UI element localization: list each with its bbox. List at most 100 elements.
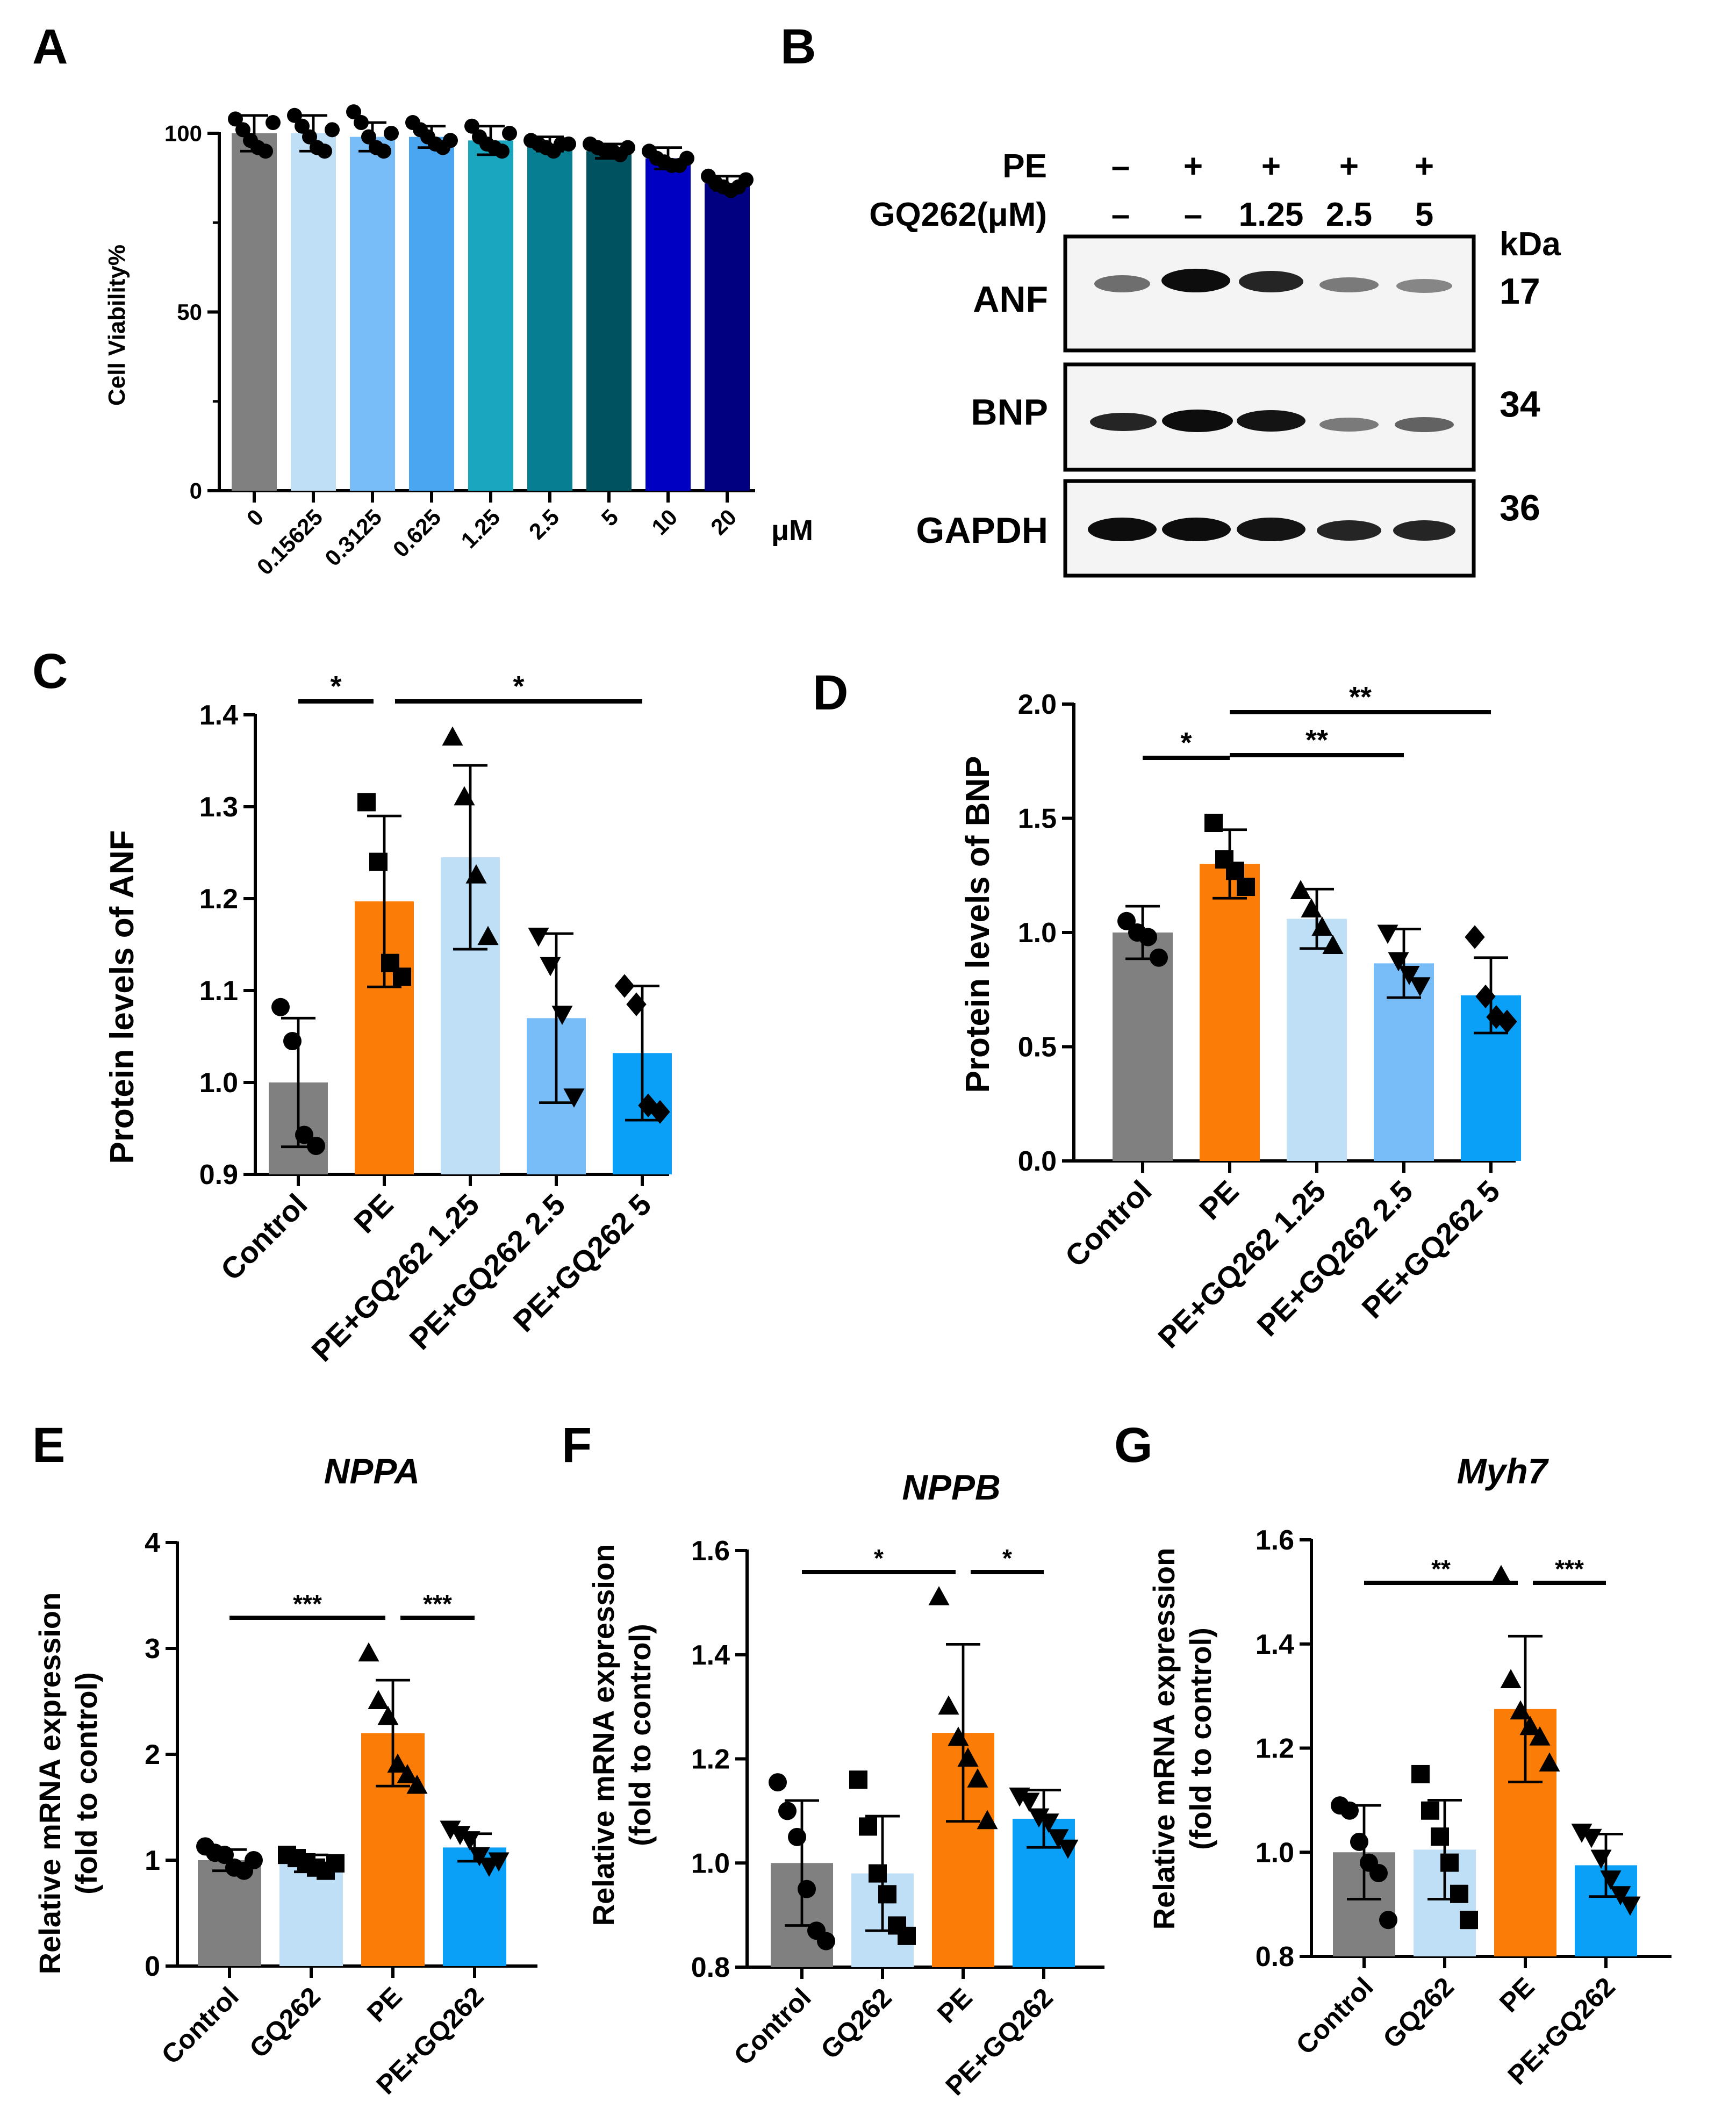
chart-g-point-0-4 — [1369, 1864, 1388, 1882]
chart-a-point-6-5 — [620, 140, 635, 155]
chart-f-ytick-label-2: 1.2 — [691, 1744, 730, 1775]
chart-a-point-1-5 — [325, 122, 340, 138]
chart-c-point-3-0 — [528, 927, 549, 947]
chart-f-title: NPPB — [902, 1467, 1000, 1507]
blot-pe-4: + — [1339, 148, 1359, 185]
chart-a-bar-2 — [350, 137, 395, 491]
chart-a-point-5-5 — [561, 136, 576, 152]
chart-a-ytick-label-2: 100 — [164, 121, 202, 146]
chart-g-point-1-2 — [1431, 1827, 1449, 1846]
chart-f-point-1-3 — [878, 1885, 896, 1904]
chart-c-ylabel: Protein levels of ANF — [104, 830, 141, 1164]
panel-letter-d: D — [813, 665, 848, 720]
blot-pe-1: – — [1111, 148, 1130, 185]
chart-a-bar-7 — [645, 158, 691, 491]
chart-d-bar-2 — [1287, 919, 1347, 1161]
blot-anf-label: ANF — [973, 279, 1048, 320]
chart-g-sig-label-1: *** — [1555, 1555, 1584, 1583]
chart-f-point-2-0 — [928, 1586, 950, 1605]
chart-e-ytick-label-4: 4 — [145, 1527, 160, 1559]
blot-row-label-gq: GQ262(μM) — [869, 196, 1047, 233]
chart-a-bar-6 — [586, 151, 632, 491]
chart-g-point-0-2 — [1350, 1832, 1368, 1851]
chart-g-xlabel-1: GQ262 — [1377, 1971, 1460, 2054]
chart-f-point-1-1 — [859, 1817, 877, 1836]
chart-e-point-2-4 — [397, 1764, 418, 1783]
chart-a-xlabel-5: 2.5 — [524, 504, 564, 544]
chart-f-point-2-4 — [967, 1768, 988, 1788]
blot-anf-band-1 — [1094, 275, 1150, 292]
chart-a-xlabel-2: 0.3125 — [320, 504, 386, 571]
chart-a-ytick-label-1: 50 — [177, 299, 202, 325]
chart-a-bar-8 — [705, 183, 750, 491]
chart-f-xlabel-0: Control — [728, 1982, 817, 2071]
chart-d-point-4-2 — [1486, 1005, 1507, 1029]
chart-f-point-2-5 — [977, 1810, 998, 1830]
chart-f: NPPB Relative mRNA expression (fold to c… — [586, 1467, 1104, 2102]
chart-g-point-1-0 — [1411, 1765, 1430, 1783]
chart-g-ytick-label-0: 0.8 — [1256, 1941, 1294, 1973]
chart-c-sig-label-1: * — [513, 670, 524, 702]
chart-g-point-2-4 — [1529, 1726, 1551, 1746]
chart-a-unit: μM — [771, 514, 813, 547]
chart-a-point-8-5 — [738, 172, 754, 188]
chart-a-bar-1 — [291, 133, 336, 491]
chart-a-ytick-label-0: 0 — [190, 478, 202, 504]
blot-bnp-band-2 — [1162, 410, 1233, 432]
chart-a-point-4-5 — [502, 126, 517, 141]
chart-g-xlabel-0: Control — [1290, 1971, 1379, 2060]
chart-g-point-0-5 — [1379, 1911, 1397, 1930]
chart-f-point-1-0 — [849, 1770, 867, 1789]
chart-e-xlabel-2: PE — [361, 1981, 408, 2028]
chart-e-point-3-5 — [488, 1852, 510, 1872]
chart-g-ytick-label-3: 1.4 — [1256, 1629, 1294, 1660]
chart-c-point-4-3 — [650, 1100, 670, 1124]
chart-c-ytick-label-2: 1.1 — [199, 976, 238, 1007]
blot-anf-band-3 — [1239, 271, 1303, 292]
chart-a-point-7-5 — [679, 150, 694, 166]
chart-e-ytick-label-2: 2 — [145, 1739, 160, 1770]
chart-d: Protein levels of BNP 0.0 0.5 1.0 1.5 2.0 Con… — [959, 681, 1521, 1354]
blot-row-label-pe: PE — [1002, 148, 1047, 185]
chart-f-point-1-2 — [869, 1864, 887, 1883]
chart-d-point-3-3 — [1409, 977, 1431, 996]
chart-d-sig-label-1: ** — [1305, 724, 1328, 756]
chart-d-point-4-1 — [1475, 984, 1496, 1009]
chart-d-ytick-label-1: 0.5 — [1018, 1032, 1057, 1063]
chart-e-point-2-0 — [358, 1642, 379, 1662]
chart-a-xlabel-7: 10 — [647, 504, 682, 540]
chart-f-point-0-1 — [778, 1802, 797, 1820]
blot-gapdh-band-5 — [1393, 520, 1455, 541]
chart-d-point-4-0 — [1465, 925, 1485, 949]
blot-pe-5: + — [1415, 148, 1434, 185]
chart-d-point-1-3 — [1237, 878, 1255, 896]
chart-e-point-0-5 — [245, 1851, 263, 1869]
blot-gapdh-label: GAPDH — [916, 510, 1048, 551]
chart-c-xlabel-1: PE — [347, 1187, 399, 1239]
chart-d-ytick-label-4: 2.0 — [1018, 689, 1057, 720]
chart-a-xlabel-0: 0 — [242, 504, 269, 531]
blot-kda-label: kDa — [1500, 226, 1561, 263]
chart-e-point-1-5 — [326, 1854, 345, 1873]
chart-g-point-1-3 — [1440, 1853, 1459, 1872]
chart-g-point-1-1 — [1421, 1801, 1439, 1820]
chart-a-point-3-5 — [443, 133, 458, 148]
chart-f-ylabel-1: Relative mRNA expression — [586, 1544, 620, 1926]
chart-c-point-3-1 — [540, 957, 561, 977]
chart-f-point-0-2 — [788, 1827, 806, 1846]
blot-bnp-band-5 — [1395, 417, 1454, 432]
chart-g: Myh7 Relative mRNA expression (fold to c… — [1147, 1451, 1672, 2091]
chart-a-point-0-0 — [228, 111, 243, 127]
chart-f-sig-label-1: * — [1002, 1544, 1012, 1572]
chart-c-point-3-3 — [563, 1088, 585, 1108]
chart-d-xlabel-0: Control — [1058, 1174, 1158, 1273]
chart-c-ytick-label-4: 1.3 — [199, 792, 238, 823]
chart-g-point-2-1 — [1500, 1669, 1522, 1689]
chart-f-ytick-label-0: 0.8 — [691, 1952, 730, 1983]
chart-d-point-2-1 — [1301, 898, 1322, 917]
chart-a-bar-4 — [468, 140, 513, 491]
chart-c-point-2-3 — [477, 926, 499, 945]
blot-gapdh-band-1 — [1088, 518, 1157, 541]
chart-c-point-0-2 — [295, 1125, 313, 1144]
